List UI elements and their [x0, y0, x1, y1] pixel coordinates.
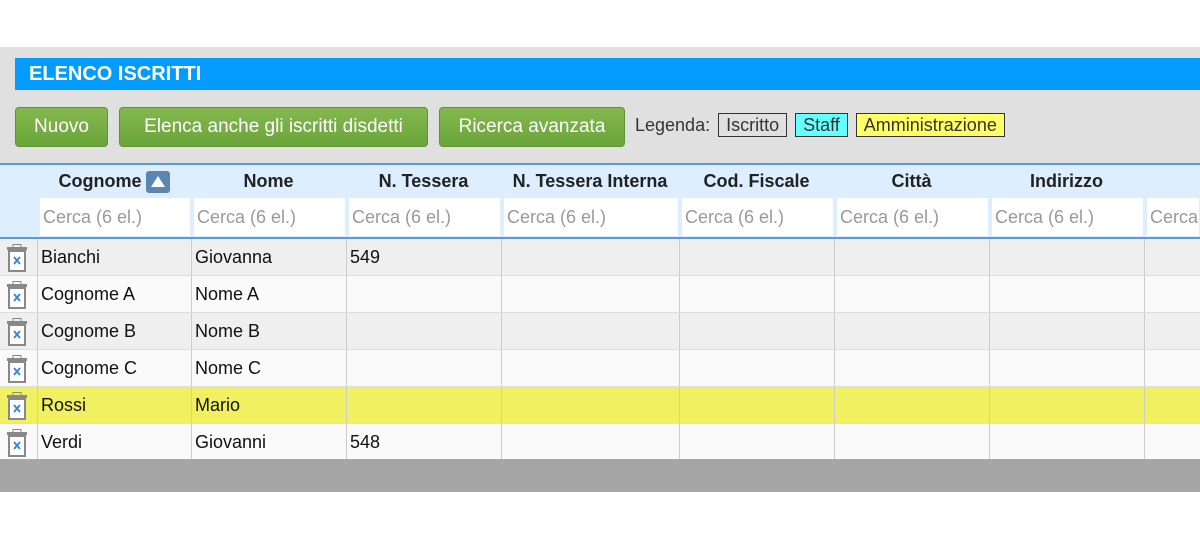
legend-staff: Staff: [795, 113, 848, 137]
legend: Legenda: Iscritto Staff Amministrazione: [635, 113, 1005, 137]
table-cell: Cognome C: [37, 350, 191, 386]
new-button[interactable]: Nuovo: [15, 107, 108, 147]
page-title: ELENCO ISCRITTI: [15, 58, 1200, 90]
delete-icon[interactable]: [5, 392, 29, 420]
legend-amministrazione: Amministrazione: [855, 113, 1005, 137]
table-cell: Cognome B: [37, 313, 191, 349]
column-search-input[interactable]: Cerca (6 el.): [349, 198, 500, 236]
table-cell: [1144, 387, 1200, 423]
table-cell: [679, 313, 834, 349]
table-body: Bianchi Giovanna 549 Cognome A Nome A Cognome…: [0, 239, 1200, 461]
table-cell: [501, 239, 679, 275]
table-cell: [679, 276, 834, 312]
table-cell: [989, 313, 1144, 349]
column-header-label: Cognome: [58, 171, 142, 191]
table-cell: [1144, 313, 1200, 349]
delete-icon[interactable]: [5, 355, 29, 383]
table-row[interactable]: Cognome C Nome C: [0, 350, 1200, 387]
table-cell: Rossi: [37, 387, 191, 423]
table-cell: [1144, 239, 1200, 275]
table-cell: Cognome A: [37, 276, 191, 312]
table-cell: [1144, 350, 1200, 386]
table-cell: [834, 239, 989, 275]
column-search-input[interactable]: Cerca (6 el.): [837, 198, 988, 236]
table-cell: [501, 387, 679, 423]
table-cell: Mario: [191, 387, 346, 423]
column-header-label: Indirizzo: [1030, 171, 1103, 191]
table-cell: [679, 387, 834, 423]
table-cell: [989, 387, 1144, 423]
table-cell: Verdi: [37, 424, 191, 460]
column-header[interactable]: Indirizzo: [989, 171, 1144, 192]
table-row[interactable]: Verdi Giovanni 548: [0, 424, 1200, 461]
table-cell: Bianchi: [37, 239, 191, 275]
column-header-label: Cod. Fiscale: [703, 171, 810, 191]
table-cell: [834, 350, 989, 386]
table-cell: [346, 276, 501, 312]
table-cell: [501, 350, 679, 386]
delete-icon[interactable]: [5, 244, 29, 272]
column-search-input[interactable]: Cerca (6 el.): [194, 198, 345, 236]
table-row[interactable]: Bianchi Giovanna 549: [0, 239, 1200, 276]
column-search-input[interactable]: Cerca (6 el.): [1147, 198, 1199, 236]
table-cell: [989, 350, 1144, 386]
table-row[interactable]: Rossi Mario: [0, 387, 1200, 424]
table-row[interactable]: Cognome B Nome B: [0, 313, 1200, 350]
table-cell: [679, 239, 834, 275]
column-header[interactable]: N. Tessera Interna: [501, 171, 679, 192]
column-header[interactable]: Cognome: [37, 171, 191, 194]
legend-iscritto: Iscritto: [718, 113, 788, 137]
table-cell: [501, 424, 679, 460]
table-footer: [0, 459, 1200, 492]
table-cell: [346, 387, 501, 423]
table-cell: Giovanna: [191, 239, 346, 275]
delete-icon[interactable]: [5, 429, 29, 457]
table-cell: [989, 424, 1144, 460]
table-row[interactable]: Cognome A Nome A: [0, 276, 1200, 313]
table-cell: [834, 276, 989, 312]
column-header[interactable]: N. Tessera: [346, 171, 501, 192]
delete-icon[interactable]: [5, 281, 29, 309]
table-cell: [834, 387, 989, 423]
column-header[interactable]: Nome: [191, 171, 346, 192]
table-cell: [501, 276, 679, 312]
table-cell: [679, 424, 834, 460]
legend-label: Legenda:: [635, 114, 711, 135]
table-cell: [834, 424, 989, 460]
sort-ascending-icon[interactable]: [145, 171, 170, 194]
table-cell: Giovanni: [191, 424, 346, 460]
column-header-label: Nome: [243, 171, 294, 191]
table-cell: [346, 313, 501, 349]
column-search-input[interactable]: Cerca (6 el.): [992, 198, 1143, 236]
table-cell: 549: [346, 239, 501, 275]
column-header-label: N. Tessera: [378, 171, 469, 191]
table-cell: 548: [346, 424, 501, 460]
column-header-label: N. Tessera Interna: [512, 171, 668, 191]
table-header: Cognome Cerca (6 el.) Nome Cerca (6 el.) N. …: [0, 163, 1200, 239]
column-search-input[interactable]: Cerca (6 el.): [40, 198, 190, 236]
column-search-input[interactable]: Cerca (6 el.): [682, 198, 833, 236]
table-cell: [501, 313, 679, 349]
column-search-input[interactable]: Cerca (6 el.): [504, 198, 678, 236]
column-header-label: Città: [891, 171, 932, 191]
table-cell: Nome A: [191, 276, 346, 312]
table-cell: [346, 350, 501, 386]
table-cell: Nome C: [191, 350, 346, 386]
table-cell: [834, 313, 989, 349]
column-header[interactable]: Città: [834, 171, 989, 192]
advanced-search-button[interactable]: Ricerca avanzata: [439, 107, 625, 147]
table-cell: [1144, 424, 1200, 460]
table-cell: Nome B: [191, 313, 346, 349]
table-cell: [679, 350, 834, 386]
delete-icon[interactable]: [5, 318, 29, 346]
table-cell: [989, 239, 1144, 275]
table-cell: [1144, 276, 1200, 312]
table-cell: [989, 276, 1144, 312]
list-cancelled-button[interactable]: Elenca anche gli iscritti disdetti: [119, 107, 428, 147]
column-header[interactable]: Cod. Fiscale: [679, 171, 834, 192]
